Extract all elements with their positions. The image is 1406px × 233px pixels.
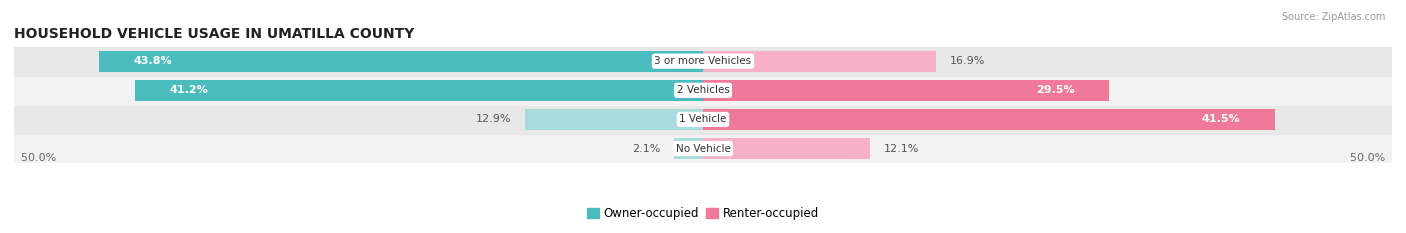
Text: No Vehicle: No Vehicle: [675, 144, 731, 154]
Text: 2 Vehicles: 2 Vehicles: [676, 85, 730, 95]
Text: 3 or more Vehicles: 3 or more Vehicles: [654, 56, 752, 66]
Bar: [14, 76, 1392, 105]
Bar: [703, 138, 870, 159]
Text: HOUSEHOLD VEHICLE USAGE IN UMATILLA COUNTY: HOUSEHOLD VEHICLE USAGE IN UMATILLA COUN…: [14, 27, 415, 41]
Bar: [673, 138, 703, 159]
Bar: [703, 109, 1275, 130]
Text: 12.9%: 12.9%: [477, 114, 512, 124]
Bar: [135, 80, 703, 101]
Text: 41.5%: 41.5%: [1202, 114, 1240, 124]
Text: 29.5%: 29.5%: [1036, 85, 1076, 95]
Text: 2.1%: 2.1%: [631, 144, 661, 154]
Bar: [526, 109, 703, 130]
Text: 50.0%: 50.0%: [14, 153, 56, 163]
Text: 41.2%: 41.2%: [170, 85, 208, 95]
Bar: [14, 47, 1392, 76]
Bar: [703, 51, 936, 72]
Text: 16.9%: 16.9%: [949, 56, 986, 66]
Text: 50.0%: 50.0%: [1350, 153, 1392, 163]
Text: 1 Vehicle: 1 Vehicle: [679, 114, 727, 124]
Bar: [703, 80, 1109, 101]
Text: 43.8%: 43.8%: [134, 56, 173, 66]
Bar: [14, 134, 1392, 163]
Legend: Owner-occupied, Renter-occupied: Owner-occupied, Renter-occupied: [582, 202, 824, 225]
Text: Source: ZipAtlas.com: Source: ZipAtlas.com: [1281, 12, 1385, 22]
Bar: [100, 51, 703, 72]
Bar: [14, 105, 1392, 134]
Text: 12.1%: 12.1%: [883, 144, 920, 154]
